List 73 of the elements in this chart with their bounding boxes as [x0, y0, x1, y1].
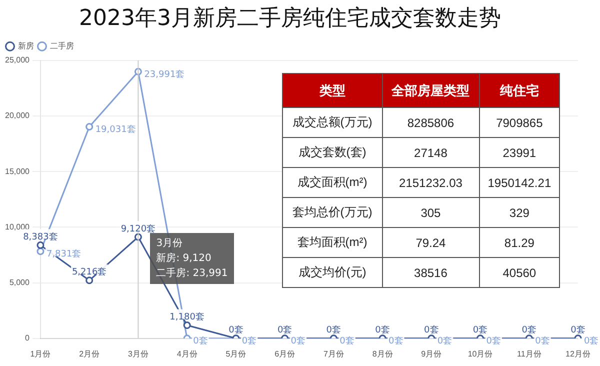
text: 305 [420, 206, 441, 220]
x-tick-label: 11月份 [516, 349, 542, 358]
data-label: 0套 [522, 324, 537, 336]
data-label: 0套 [290, 336, 306, 347]
category-label: 成交均价(元) [298, 265, 366, 279]
data-label: 0套 [584, 336, 599, 347]
y-tick-label: 10,000 [5, 222, 30, 232]
text: 8285806 [407, 116, 454, 130]
text: 23991 [502, 146, 536, 160]
data-label: 0套 [375, 324, 390, 336]
data-label: 1,180套 [170, 312, 204, 323]
y-tick-label: 5,000 [9, 278, 30, 288]
category-label: 成交总额(万元) [292, 115, 372, 129]
text: 40560 [502, 266, 536, 280]
data-label: 0套 [228, 324, 244, 336]
category-label: 纯住宅 [479, 74, 560, 108]
x-tick-label: 10月份 [468, 349, 493, 358]
x-tick-label: 4月份 [176, 349, 198, 358]
data-label: 7,831套 [46, 248, 82, 260]
y-tick-label: 25,000 [5, 56, 30, 65]
text: 38516 [414, 266, 448, 280]
text: 1950142.21 [488, 176, 552, 190]
data-label: 0套 [326, 324, 342, 336]
point [36, 241, 44, 249]
data-label: 5,216套 [72, 266, 107, 278]
y-tick-label: 20,000 [5, 111, 30, 120]
data-label: 0套 [472, 324, 488, 336]
y-tick-label: 0 [25, 334, 30, 343]
data-label: 0套 [242, 336, 257, 347]
x-tick-label: 1月份 [30, 349, 51, 358]
x-tick-label: 5月份 [226, 349, 246, 358]
data-label: 0套 [340, 336, 354, 347]
text: 2151232.03 [399, 176, 462, 190]
data-label: 8,383套 [23, 232, 58, 243]
legend-label: 二手房 [50, 42, 74, 51]
y-tick-label: 15,000 [5, 166, 30, 176]
data-label: 0套 [424, 324, 439, 336]
category-label: 类型 [282, 74, 382, 108]
category-label: 成交面积(m²) [297, 175, 368, 189]
data-label: 9,120套 [120, 223, 156, 234]
x-tick-label: 2月份 [79, 349, 100, 358]
category-label: 成交套数(套) [298, 145, 366, 159]
x-tick-label: 7月份 [323, 349, 344, 358]
data-label: 0套 [193, 336, 208, 347]
data-label: 0套 [535, 336, 550, 347]
chart-title: 2023年3月新房二手房纯住宅成交套数走势 [79, 6, 501, 31]
x-tick-label: 6月份 [274, 349, 296, 358]
data-label: 0套 [486, 336, 501, 347]
data-label: 23,991套 [144, 68, 185, 80]
x-tick-label: 9月份 [421, 349, 442, 358]
text: 79.24 [416, 236, 446, 250]
point [86, 276, 94, 284]
data-label: 19,031套 [95, 124, 136, 136]
data-label: 0套 [388, 336, 404, 347]
category-label: 全部房屋类型 [382, 74, 480, 108]
text: 329 [509, 206, 530, 220]
annotation: 新房: 9,120 [156, 252, 212, 264]
point [36, 248, 44, 256]
category-label: 套均总价(万元) [292, 205, 372, 219]
text: 7909865 [496, 116, 543, 130]
x-tick-label: 3月份 [128, 349, 148, 358]
text: 81.29 [504, 236, 534, 250]
data-label: 0套 [437, 336, 452, 347]
x-tick-label: 12月份 [566, 349, 590, 358]
category-label: 套均面积(m²) [297, 235, 368, 249]
data-label: 0套 [277, 324, 292, 336]
annotation: 3月份 [156, 238, 183, 249]
x-tick-label: 8月份 [372, 349, 393, 358]
legend-label: 新房 [18, 42, 34, 51]
annotation: 二手房: 23,991 [156, 268, 228, 279]
point [86, 123, 94, 131]
text: 27148 [414, 146, 448, 160]
data-label: 0套 [570, 324, 586, 336]
